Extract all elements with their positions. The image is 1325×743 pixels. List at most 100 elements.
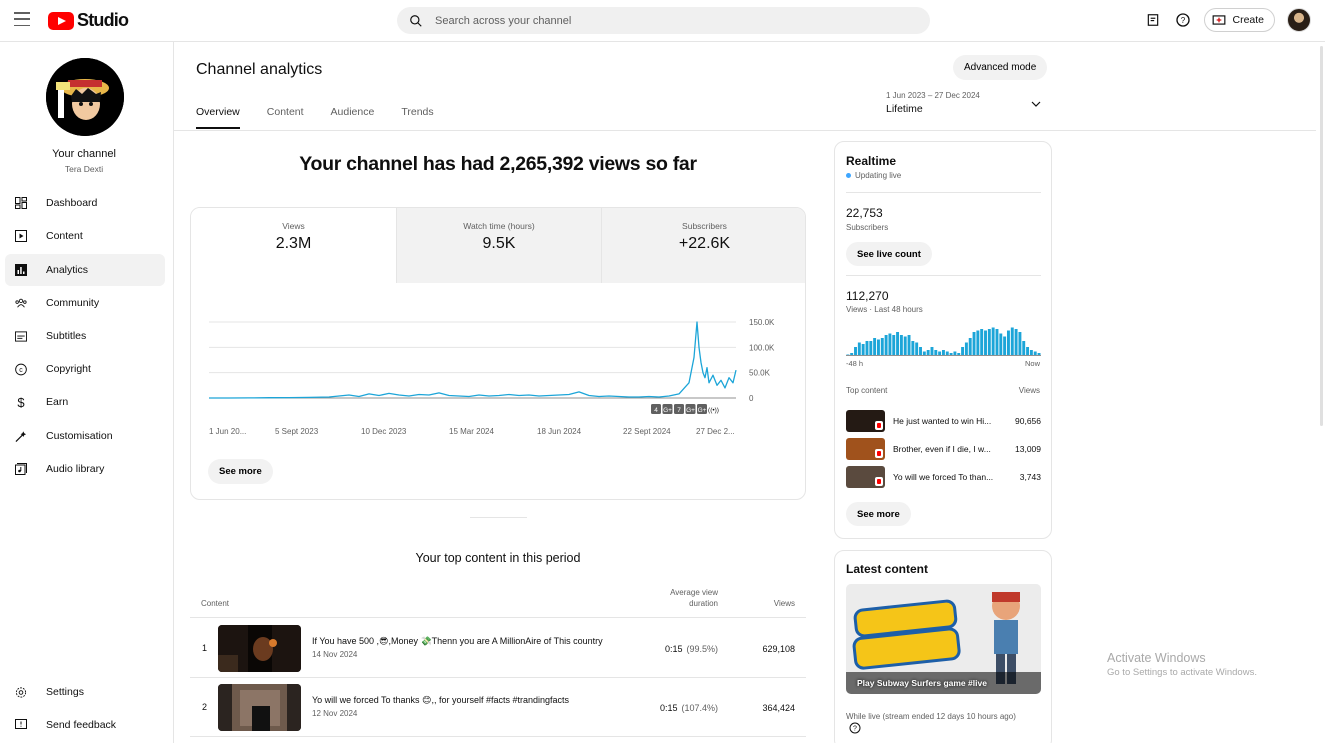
realtime-bar[interactable] [1029, 350, 1033, 356]
realtime-bar[interactable] [884, 335, 888, 356]
metric-subscribers-tab[interactable]: Subscribers +22.6K [601, 208, 805, 283]
date-range-picker[interactable]: 1 Jun 2023 – 27 Dec 2024 Lifetime [886, 91, 1046, 115]
realtime-bar[interactable] [1037, 353, 1041, 356]
realtime-bar[interactable] [1003, 336, 1007, 357]
content-marker[interactable] [674, 404, 684, 414]
realtime-bar[interactable] [899, 335, 903, 356]
chevron-down-icon[interactable] [1031, 100, 1041, 108]
realtime-bar[interactable] [1006, 330, 1010, 357]
studio-logo[interactable]: Studio [48, 10, 129, 31]
realtime-bar[interactable] [964, 342, 968, 357]
realtime-bar[interactable] [876, 339, 880, 357]
realtime-bar[interactable] [907, 335, 911, 356]
column-header-avg-duration[interactable]: Average view duration [670, 588, 718, 608]
help-icon[interactable]: ? [1174, 11, 1192, 29]
sidebar-item-customisation[interactable]: Customisation [5, 420, 165, 452]
realtime-bar[interactable] [957, 353, 961, 356]
realtime-bar[interactable] [930, 347, 934, 356]
metric-watch-time-tab[interactable]: Watch time (hours) 9.5K [396, 208, 601, 283]
realtime-bar[interactable] [949, 353, 953, 356]
realtime-bar[interactable] [1014, 329, 1018, 356]
help-icon[interactable]: ? [849, 722, 861, 734]
realtime-bar[interactable] [911, 341, 915, 356]
tab-audience[interactable]: Audience [330, 106, 375, 118]
realtime-bar[interactable] [980, 329, 984, 356]
channel-avatar[interactable] [46, 58, 124, 136]
realtime-bar[interactable] [953, 351, 957, 357]
video-title[interactable]: Yo will we forced To thanks 😊,, for your… [312, 695, 570, 705]
content-marker[interactable] [697, 404, 707, 414]
realtime-bar[interactable] [941, 350, 945, 356]
create-button[interactable]: Create [1204, 8, 1275, 32]
account-avatar[interactable] [1287, 8, 1311, 32]
realtime-bar[interactable] [919, 347, 922, 356]
realtime-bar[interactable] [968, 338, 972, 356]
realtime-bar[interactable] [915, 342, 919, 357]
realtime-bar[interactable] [938, 351, 942, 357]
realtime-bar[interactable] [945, 351, 949, 357]
realtime-bar[interactable] [976, 330, 980, 357]
advanced-mode-button[interactable]: Advanced mode [953, 55, 1048, 80]
sidebar-item-dashboard[interactable]: Dashboard [5, 187, 165, 219]
realtime-top-item[interactable]: Yo will we forced To than... 3,743 [846, 466, 1041, 490]
sidebar-item-analytics[interactable]: Analytics [5, 254, 165, 286]
sidebar-item-earn[interactable]: $ Earn [5, 386, 165, 418]
sidebar-item-settings[interactable]: Settings [5, 676, 165, 708]
realtime-bar[interactable] [888, 333, 892, 357]
see-more-button[interactable]: See more [846, 502, 911, 526]
content-marker[interactable] [685, 404, 696, 414]
realtime-bar[interactable] [880, 338, 884, 356]
realtime-top-item[interactable]: He just wanted to win Hi... 90,656 [846, 410, 1041, 434]
realtime-bar[interactable] [854, 347, 857, 356]
realtime-bar[interactable] [896, 332, 900, 356]
realtime-bar[interactable] [987, 329, 991, 356]
latest-video-thumbnail[interactable]: Play Subway Surfers game #live [846, 584, 1041, 694]
realtime-bar[interactable] [869, 341, 873, 356]
tab-trends[interactable]: Trends [401, 106, 434, 118]
realtime-bar[interactable] [999, 333, 1003, 357]
sidebar-item-community[interactable]: Community [5, 287, 165, 319]
see-live-count-button[interactable]: See live count [846, 242, 932, 266]
realtime-bar[interactable] [961, 347, 965, 356]
content-marker[interactable] [651, 404, 661, 414]
realtime-bar[interactable] [861, 344, 865, 356]
realtime-bar[interactable] [892, 335, 896, 356]
realtime-bar[interactable] [865, 341, 869, 356]
sidebar-item-subtitles[interactable]: Subtitles [5, 320, 165, 352]
column-header-views[interactable]: Views [773, 599, 795, 608]
realtime-bar[interactable] [984, 330, 987, 357]
realtime-bar[interactable] [1033, 351, 1037, 357]
video-thumbnail[interactable] [218, 625, 301, 672]
content-marker[interactable] [662, 404, 673, 414]
tab-overview[interactable]: Overview [196, 106, 240, 129]
realtime-bar[interactable] [903, 336, 907, 357]
realtime-bar[interactable] [934, 350, 938, 356]
scrollbar-thumb[interactable] [1320, 46, 1323, 426]
sidebar-item-content[interactable]: Content [5, 220, 165, 252]
feedback-icon[interactable] [1144, 11, 1162, 29]
table-row[interactable]: 1 If You have 500 ,😎,Money 💸Thenn you ar… [190, 619, 806, 678]
realtime-bar[interactable] [926, 350, 930, 356]
realtime-bar[interactable] [873, 338, 877, 356]
realtime-bar[interactable] [922, 351, 926, 357]
video-thumbnail[interactable] [218, 684, 301, 731]
realtime-bar[interactable] [857, 342, 861, 357]
video-title[interactable]: If You have 500 ,😎,Money 💸Thenn you are … [312, 636, 603, 646]
hamburger-menu-icon[interactable] [14, 12, 30, 26]
realtime-bar[interactable] [1026, 347, 1030, 356]
search-bar[interactable] [397, 7, 930, 34]
tab-content[interactable]: Content [266, 106, 304, 118]
sidebar-item-audio-library[interactable]: Audio library [5, 453, 165, 485]
metric-views-tab[interactable]: Views 2.3M [191, 208, 396, 283]
realtime-bar[interactable] [1022, 341, 1026, 356]
realtime-bar[interactable] [1018, 332, 1022, 356]
realtime-bar[interactable] [972, 332, 976, 356]
sidebar-item-send-feedback[interactable]: Send feedback [5, 709, 165, 741]
realtime-top-item[interactable]: Brother, even if I die, I w... 13,009 [846, 438, 1041, 462]
search-input[interactable] [435, 14, 875, 27]
realtime-bar[interactable] [991, 327, 995, 357]
realtime-bar[interactable] [850, 353, 854, 356]
realtime-bar[interactable] [1010, 327, 1014, 357]
table-row[interactable]: 2 Yo will we forced To thanks 😊,, for yo… [190, 678, 806, 737]
see-more-button[interactable]: See more [208, 459, 273, 484]
